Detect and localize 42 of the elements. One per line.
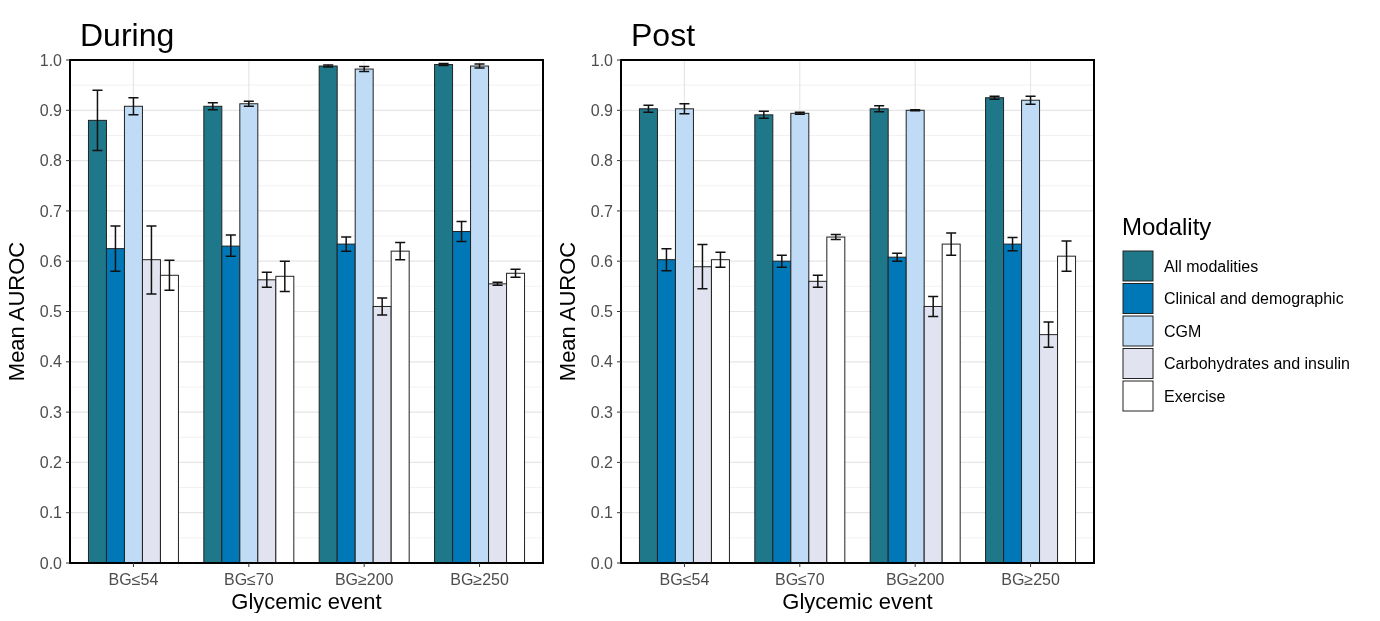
legend-label: CGM	[1164, 322, 1202, 340]
y-tick-label: 0.6	[590, 252, 614, 270]
y-axis-title: Mean AUROC	[4, 241, 29, 382]
y-tick-label: 0.2	[590, 454, 614, 471]
y-tick-label: 0.7	[590, 202, 614, 220]
x-tick-label: BG≥200	[885, 571, 945, 588]
legend-label: Clinical and demographic	[1164, 290, 1344, 308]
chart-title: Post	[631, 17, 696, 53]
y-tick-label: 1.0	[39, 51, 63, 69]
legend-label: Carbohydrates and insulin	[1164, 355, 1350, 373]
x-tick-label: BG≤70	[774, 571, 825, 588]
y-tick-label: 0.5	[39, 303, 63, 321]
x-axis-title: Glycemic event	[231, 589, 382, 614]
x-tick-label: BG≤54	[108, 571, 159, 588]
y-tick-label: 0.7	[39, 202, 63, 220]
y-tick-label: 0.6	[39, 252, 63, 270]
y-tick-label: 0.2	[39, 454, 63, 471]
x-tick-label: BG≤54	[659, 571, 710, 588]
y-tick-label: 0.0	[39, 554, 63, 572]
y-tick-label: 0.1	[590, 504, 614, 522]
x-axis-title: Glycemic event	[782, 589, 933, 614]
y-tick-label: 0.8	[39, 152, 63, 170]
y-tick-label: 0.5	[590, 303, 614, 321]
x-tick-label: BG≥250	[450, 571, 509, 588]
y-tick-label: 1.0	[590, 51, 614, 69]
y-tick-label: 0.4	[39, 353, 63, 371]
x-tick-label: BG≥200	[334, 571, 394, 588]
x-tick-label: BG≤70	[223, 571, 274, 588]
y-axis-title: Mean AUROC	[555, 241, 580, 382]
y-tick-label: 0.4	[590, 353, 614, 371]
y-tick-label: 0.3	[39, 403, 63, 421]
y-tick-label: 0.8	[590, 152, 614, 170]
y-tick-label: 0.3	[590, 403, 614, 421]
y-tick-label: 0.0	[590, 554, 614, 572]
y-tick-label: 0.9	[39, 101, 63, 119]
legend-label: Exercise	[1164, 387, 1226, 405]
legend-label: All modalities	[1164, 257, 1259, 275]
x-tick-label: BG≥250	[1001, 571, 1060, 588]
y-tick-label: 0.9	[590, 101, 614, 119]
legend-title: Modality	[1122, 213, 1212, 240]
y-tick-label: 0.1	[39, 504, 63, 522]
chart-title: During	[80, 17, 175, 53]
